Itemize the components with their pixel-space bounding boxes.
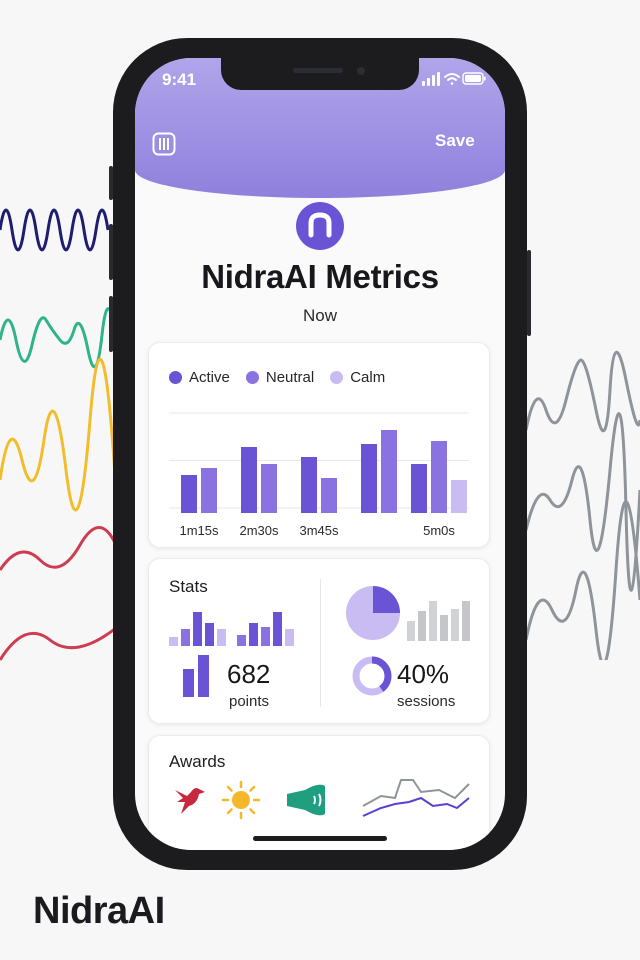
legend-label-calm: Calm — [350, 369, 386, 386]
decorative-waves-right — [526, 351, 640, 660]
megaphone-icon[interactable] — [285, 780, 335, 820]
sun-icon[interactable] — [221, 780, 261, 820]
pie-slice-main — [373, 586, 400, 613]
bar-active-3 — [361, 444, 377, 513]
mini-bars-middle — [237, 612, 294, 646]
camera-icon — [357, 67, 365, 75]
bar-neutral-4 — [431, 441, 447, 513]
donut-chart-icon — [352, 656, 392, 696]
x-tick-label-0: 1m15s — [179, 523, 219, 538]
bar-active-0 — [181, 475, 197, 513]
legend-dot-neutral — [245, 371, 259, 384]
awards-card: Awards — [148, 735, 490, 850]
stats-divider — [320, 579, 321, 707]
donut-progress — [352, 656, 392, 696]
x-tick-label-4: 5m0s — [423, 523, 455, 538]
status-icons — [422, 72, 486, 86]
legend-item-calm: Calm — [330, 369, 385, 386]
phone-side-button — [109, 166, 113, 200]
activity-chart-card: Active Neutral Calm 1m15s 2m30s 3m45s 5m0s — [148, 342, 490, 548]
points-value: 682 — [227, 659, 271, 689]
bar-chart: 1m15s 2m30s 3m45s 5m0s — [169, 412, 469, 538]
legend-dot-calm — [330, 371, 344, 384]
page-title: NidraAI Metrics — [201, 258, 439, 295]
wifi-icon — [444, 73, 460, 85]
menu-icon[interactable] — [152, 132, 176, 156]
gray-bars-icon — [407, 601, 470, 641]
bar-neutral-2 — [321, 478, 337, 513]
battery-icon — [462, 72, 486, 85]
bar-neutral-0 — [201, 468, 217, 513]
bar-calm-4 — [451, 480, 467, 513]
sessions-value: 40% — [397, 659, 450, 689]
phone-frame: 9:41 Save — [109, 38, 531, 870]
stats-title: Stats — [169, 577, 208, 596]
page-subtitle: Now — [302, 306, 337, 325]
legend-label-neutral: Neutral — [265, 369, 315, 386]
bar-active-1 — [241, 447, 257, 513]
speaker-grille — [293, 68, 343, 73]
decorative-waves-left — [0, 208, 118, 661]
save-button[interactable]: Save — [435, 131, 475, 150]
bar-neutral-1 — [261, 464, 277, 513]
bar-neutral-3 — [381, 430, 397, 513]
x-tick-label-1: 2m30s — [239, 523, 279, 538]
stats-card: Stats 682 points — [148, 558, 490, 724]
phone-notch — [221, 58, 419, 90]
bird-icon[interactable] — [169, 780, 209, 820]
points-label: points — [229, 693, 270, 710]
sessions-label: sessions — [397, 693, 456, 710]
legend-label-active: Active — [189, 369, 230, 386]
chart-legend: Active Neutral Calm — [169, 369, 385, 386]
signal-icon — [422, 72, 440, 86]
legend-dot-active — [169, 371, 182, 384]
app-logo-icon — [296, 202, 344, 250]
legend-item-active: Active — [169, 369, 230, 386]
bar-active-4 — [411, 464, 427, 513]
phone-volume-down — [109, 296, 113, 352]
pie-chart-icon — [346, 586, 400, 640]
phone-power-button — [527, 250, 531, 336]
x-tick-label-2: 3m45s — [299, 523, 339, 538]
awards-title: Awards — [169, 752, 226, 771]
home-indicator — [253, 836, 387, 841]
points-bars-icon — [183, 655, 209, 697]
bar-active-2 — [301, 457, 317, 513]
mini-bars-left — [169, 612, 226, 646]
line-chart-icon[interactable] — [361, 776, 473, 824]
phone-volume-up — [109, 224, 113, 280]
legend-item-neutral: Neutral — [245, 369, 315, 386]
brand-wordmark: NidraAI — [33, 890, 165, 932]
status-time: 9:41 — [162, 70, 197, 89]
app-screen: 9:41 Save — [135, 58, 505, 850]
